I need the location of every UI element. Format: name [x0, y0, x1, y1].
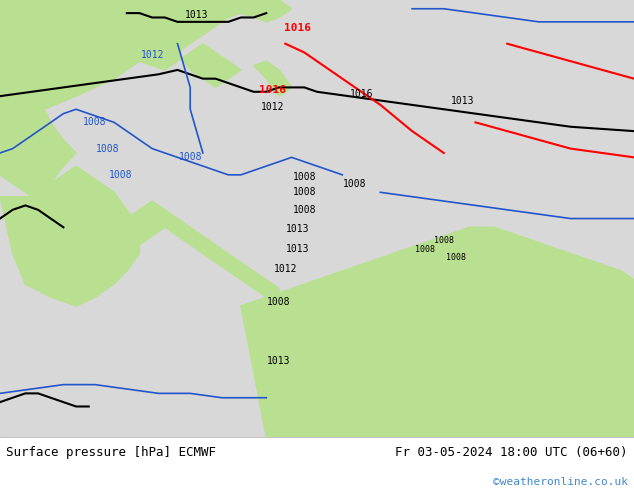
Text: 1008: 1008 — [415, 245, 435, 254]
Text: ©weatheronline.co.uk: ©weatheronline.co.uk — [493, 477, 628, 487]
Polygon shape — [0, 166, 139, 306]
Text: 1012: 1012 — [140, 49, 164, 60]
Polygon shape — [127, 201, 279, 306]
Text: 1016: 1016 — [259, 85, 286, 95]
Text: 1008: 1008 — [292, 187, 316, 197]
Text: 1008: 1008 — [292, 205, 316, 215]
Text: 1008: 1008 — [434, 236, 454, 245]
Text: 1013: 1013 — [286, 244, 310, 254]
Text: 1016: 1016 — [349, 89, 373, 99]
Text: 1008: 1008 — [108, 170, 133, 180]
Text: 1013: 1013 — [451, 96, 475, 105]
Polygon shape — [254, 61, 292, 96]
Text: 1013: 1013 — [184, 10, 209, 20]
Text: Surface pressure [hPa] ECMWF: Surface pressure [hPa] ECMWF — [6, 446, 216, 460]
Text: 1008: 1008 — [96, 144, 120, 153]
Text: 1008: 1008 — [292, 172, 316, 182]
Text: Fr 03-05-2024 18:00 UTC (06+60): Fr 03-05-2024 18:00 UTC (06+60) — [395, 446, 628, 460]
Text: 1012: 1012 — [261, 102, 285, 112]
Text: 1008: 1008 — [83, 118, 107, 127]
Text: 1008: 1008 — [267, 296, 291, 307]
Text: 1016: 1016 — [285, 24, 311, 33]
Text: 1012: 1012 — [273, 264, 297, 274]
Text: 1013: 1013 — [286, 224, 310, 235]
Text: 1013: 1013 — [267, 356, 291, 366]
Polygon shape — [241, 227, 634, 437]
Text: 1008: 1008 — [343, 178, 367, 189]
Text: 1008: 1008 — [178, 152, 202, 162]
Polygon shape — [0, 0, 292, 196]
Text: 1008: 1008 — [446, 253, 467, 262]
